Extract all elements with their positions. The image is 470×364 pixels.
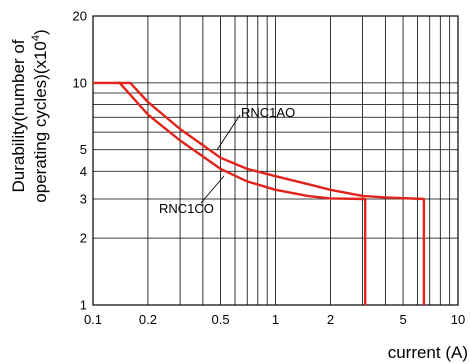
- y-axis-title-suffix: ): [31, 29, 50, 35]
- y-tick-label: 4: [80, 164, 87, 179]
- y-axis-title-line-2: operating cycles)(x104): [30, 29, 50, 202]
- x-tick-label: 5: [399, 312, 406, 327]
- x-tick-label: 2: [327, 312, 334, 327]
- x-tick-label: 0.2: [139, 312, 157, 327]
- x-tick-label: 10: [451, 312, 465, 327]
- y-tick-label: 5: [80, 142, 87, 157]
- tick-labels: 0.1 0.2 0.5 1 2 5 10 1 2 3 4 5 10 20: [73, 9, 466, 328]
- y-tick-label: 3: [80, 192, 87, 207]
- series-line-rnc1ao: [113, 81, 426, 305]
- y-axis-title-line-1: Durability(number of: [9, 39, 28, 192]
- x-tick-label: 0.1: [84, 312, 102, 327]
- y-tick-label: 2: [80, 231, 87, 246]
- plot-frame: [92, 15, 459, 306]
- grid: [92, 15, 459, 306]
- series-leader-lines: [200, 114, 241, 204]
- y-tick-label: 10: [73, 75, 87, 90]
- x-tick-label: 1: [272, 312, 279, 327]
- x-axis-title: current (A): [388, 343, 468, 362]
- series-label-rnc1co: RNC1CO: [159, 201, 214, 216]
- y-axis-title-superscript: 4: [30, 35, 42, 41]
- series-curves: [93, 81, 426, 305]
- series-line-rnc1co: [93, 81, 367, 305]
- y-axis-title-prefix: operating cycles)(x10: [31, 41, 50, 203]
- series-label-rnc1ao: RNC1AO: [241, 105, 295, 120]
- y-tick-label: 20: [73, 9, 87, 24]
- y-tick-label: 1: [80, 298, 87, 313]
- x-tick-label: 0.5: [212, 312, 230, 327]
- series-labels: RNC1AO RNC1CO: [159, 105, 295, 216]
- leader-line-rnc1ao: [216, 114, 241, 151]
- y-axis-title: Durability(number of operating cycles)(x…: [9, 29, 50, 202]
- leader-line-rnc1co: [200, 175, 225, 204]
